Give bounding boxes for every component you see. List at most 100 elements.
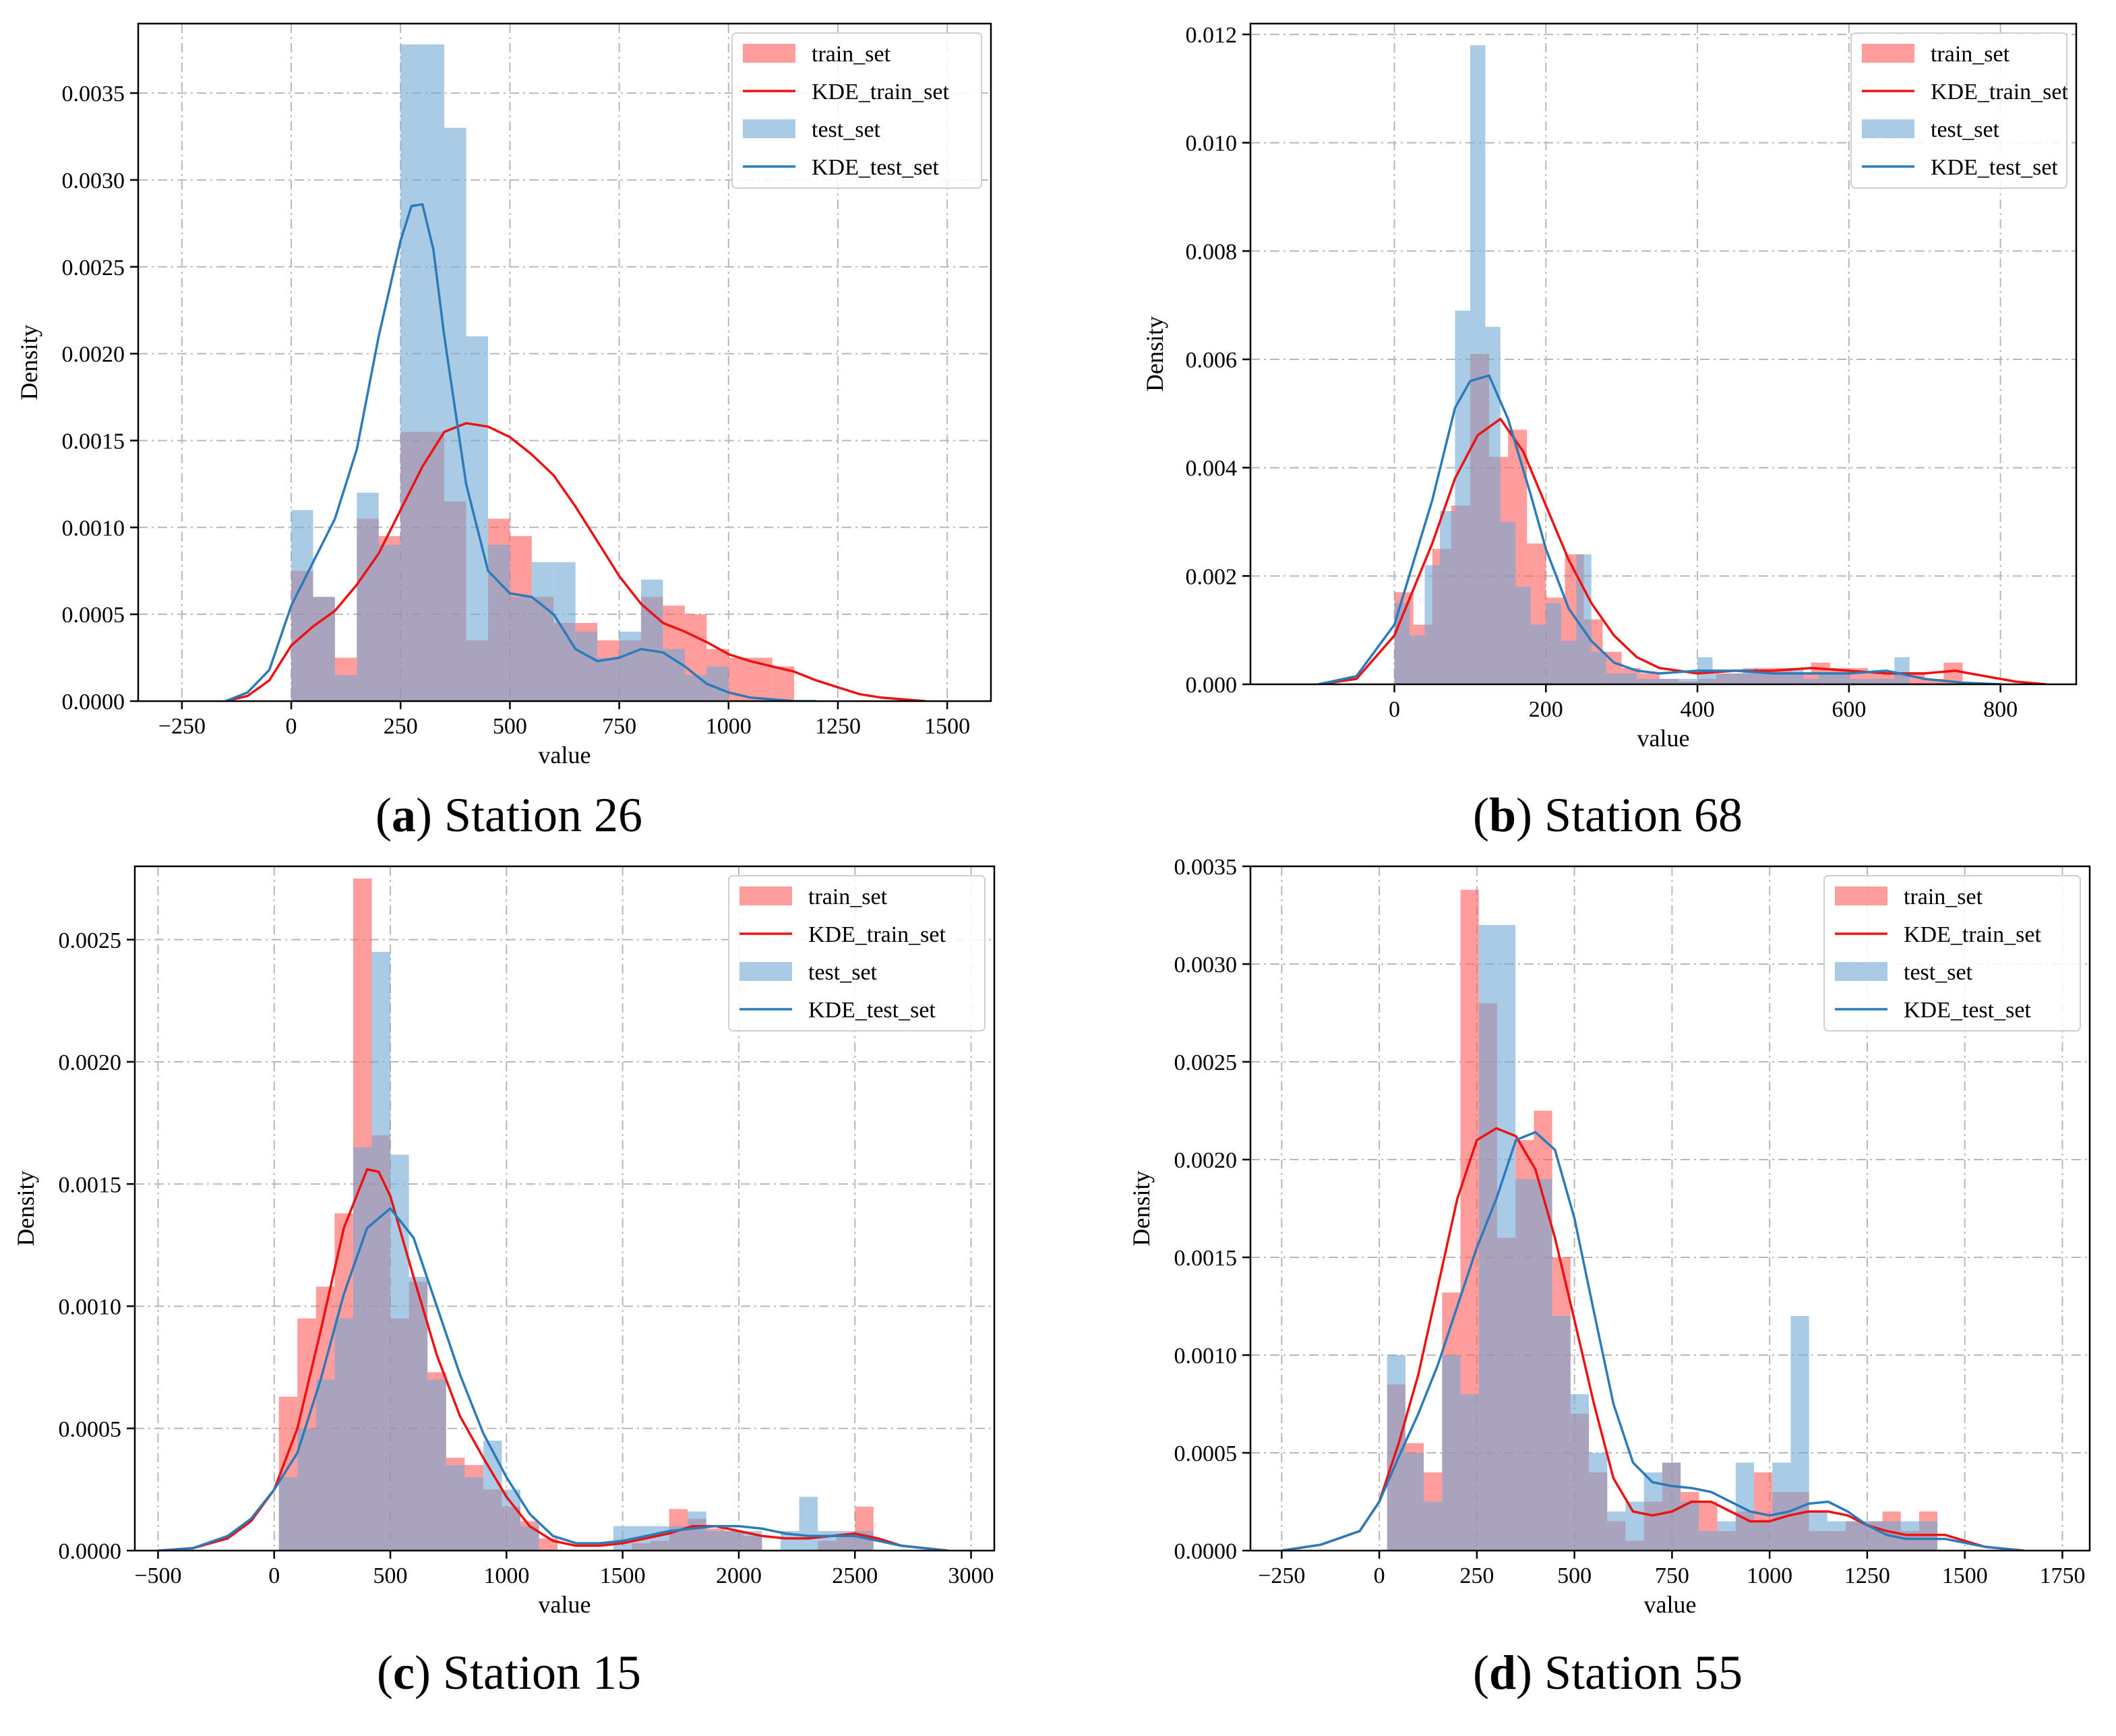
caption-d: (d) Station 55 xyxy=(1472,1646,1743,1700)
legend-a: train_set KDE_train_set test_set KDE_test_s… xyxy=(731,32,982,189)
test-hist-bar xyxy=(1682,678,1698,684)
test-hist-bar xyxy=(1530,624,1546,684)
test-hist-bar xyxy=(1576,554,1592,684)
test-hist-bar xyxy=(575,631,598,701)
kde-test-line xyxy=(1318,374,2001,684)
legend-label: test_set xyxy=(812,117,881,142)
test-hist-bar xyxy=(297,1428,316,1551)
test-hist-bar xyxy=(422,44,445,701)
test-hist-bar xyxy=(1607,1511,1626,1551)
test-hist-bar xyxy=(400,44,423,701)
legend-label: KDE_test_set xyxy=(1931,155,2058,180)
legend-box xyxy=(728,875,986,1031)
x-tick-label: −500 xyxy=(134,1563,181,1588)
legend-label: train_set xyxy=(808,885,888,909)
kde-train-line xyxy=(225,421,926,701)
test-hist-bar xyxy=(1561,640,1577,684)
legend-label: test_set xyxy=(1931,117,2000,142)
x-tick-label: −250 xyxy=(1258,1563,1305,1588)
x-tick-label: 1000 xyxy=(1747,1563,1792,1588)
plot-area-b xyxy=(1318,45,2047,684)
legend-label: KDE_test_set xyxy=(812,155,939,180)
kde-train-line xyxy=(1318,417,2047,684)
test-hist-bar xyxy=(1717,1521,1736,1551)
test-hist-bar xyxy=(502,1489,521,1551)
test-hist-bar xyxy=(1643,1472,1662,1551)
test-hist-bar xyxy=(1410,635,1425,684)
x-tick-label: 500 xyxy=(493,714,527,739)
legend-label: KDE_test_set xyxy=(1904,998,2031,1023)
y-tick-label: 0.0005 xyxy=(1174,1441,1238,1466)
x-axis-label: value xyxy=(539,1591,591,1618)
y-tick-label: 0.0000 xyxy=(59,1539,122,1564)
y-tick-label: 0.0030 xyxy=(1174,953,1238,978)
x-axis-label: value xyxy=(539,742,591,769)
y-tick-label: 0.012 xyxy=(1186,23,1238,48)
test-hist-bar xyxy=(1809,1511,1827,1551)
legend-label: KDE_train_set xyxy=(1904,922,2042,947)
test-hist-bar xyxy=(1757,673,1774,684)
y-tick-label: 0.0000 xyxy=(62,690,125,715)
legend-box xyxy=(1850,32,2067,189)
y-tick-label: 0.0035 xyxy=(1174,855,1238,880)
train-hist-bar xyxy=(1925,678,1944,684)
legend-label: KDE_train_set xyxy=(808,922,946,947)
y-tick-label: 0.0035 xyxy=(62,82,125,107)
test-hist-bar xyxy=(1818,673,1834,684)
test-hist-bar xyxy=(1652,678,1668,684)
y-tick-label: 0.0015 xyxy=(1174,1246,1238,1271)
legend-swatch-train xyxy=(743,44,795,63)
x-tick-label: 1000 xyxy=(483,1563,529,1588)
x-tick-label: 750 xyxy=(602,714,636,739)
test-hist-bar xyxy=(725,1531,744,1551)
test-hist-bar xyxy=(799,1497,818,1551)
y-axis-label: Density xyxy=(16,325,42,400)
test-hist-bar xyxy=(1534,1179,1552,1551)
test-hist-bar xyxy=(684,675,707,701)
test-hist-bar xyxy=(427,1379,446,1551)
legend-swatch-test xyxy=(743,119,795,138)
x-tick-label: 0 xyxy=(286,714,297,739)
test-hist-bar xyxy=(1846,1521,1865,1551)
legend-b: train_set KDE_train_set test_set KDE_test_s… xyxy=(1850,32,2069,189)
x-tick-label: 0 xyxy=(268,1563,280,1588)
test-hist-bar xyxy=(1699,1531,1718,1551)
x-tick-label: −250 xyxy=(158,714,206,739)
x-tick-label: 2000 xyxy=(716,1563,762,1588)
y-tick-label: 0.004 xyxy=(1186,456,1238,481)
test-hist-bar xyxy=(1424,1501,1443,1551)
plot-area-c xyxy=(158,878,948,1551)
test-hist-bar xyxy=(483,1440,502,1551)
y-tick-label: 0.0025 xyxy=(62,256,125,280)
y-tick-label: 0.0000 xyxy=(1174,1539,1238,1564)
y-tick-label: 0.0010 xyxy=(1174,1344,1238,1369)
legend-label: test_set xyxy=(1904,960,1973,985)
legend-label: KDE_train_set xyxy=(812,80,950,104)
y-tick-label: 0.0025 xyxy=(59,928,122,953)
x-tick-label: 1250 xyxy=(1844,1563,1890,1588)
x-tick-label: 1500 xyxy=(1942,1563,1988,1588)
test-hist-bar xyxy=(466,336,488,701)
legend-label: train_set xyxy=(812,42,891,67)
x-tick-label: 1000 xyxy=(706,714,752,739)
y-tick-label: 0.0010 xyxy=(62,516,125,541)
test-hist-bar xyxy=(291,510,313,701)
y-tick-label: 0.0025 xyxy=(1174,1050,1238,1075)
test-hist-bar xyxy=(706,1531,725,1551)
chart-a: −250 0 250 500 750 1000 1250 1500 0.0000 0.0005 0.… xyxy=(16,22,992,769)
test-hist-bar xyxy=(334,675,357,701)
caption-b: (b) Station 68 xyxy=(1472,788,1743,842)
legend-box xyxy=(731,32,982,189)
test-hist-bar xyxy=(1625,1501,1644,1551)
legend-label: test_set xyxy=(808,960,878,985)
x-axis-label: value xyxy=(1644,1591,1697,1618)
x-tick-label: 400 xyxy=(1681,697,1715,722)
legend-swatch-test xyxy=(739,962,792,981)
test-hist-bar xyxy=(1621,673,1637,684)
test-hist-bar xyxy=(1772,1462,1791,1551)
legend-d: train_set KDE_train_set test_set KDE_test_s… xyxy=(1823,875,2081,1031)
test-hist-bar xyxy=(409,1277,428,1551)
legend-swatch-train xyxy=(739,887,792,905)
x-tick-label: 250 xyxy=(384,714,418,739)
